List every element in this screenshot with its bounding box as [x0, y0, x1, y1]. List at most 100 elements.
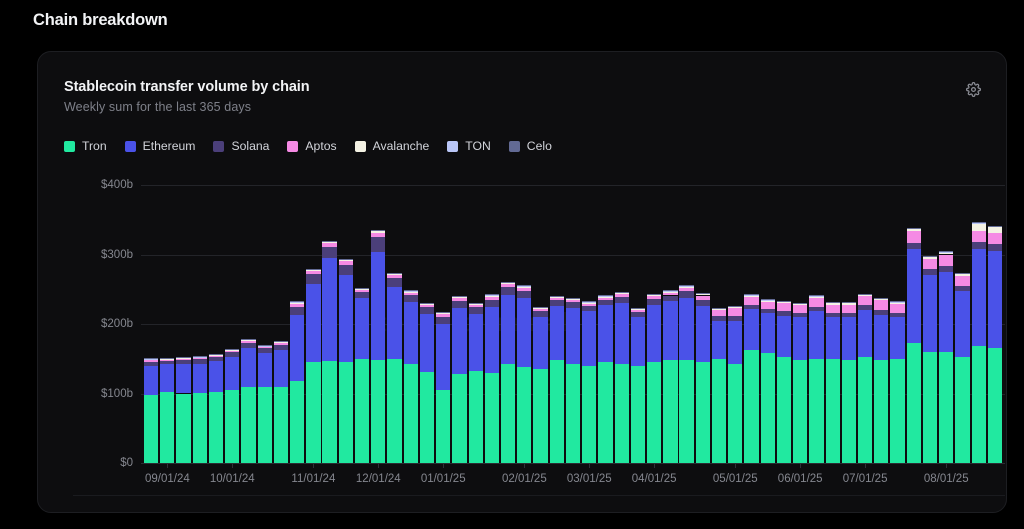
legend-swatch-icon [64, 140, 75, 152]
bar-column[interactable] [906, 52, 921, 463]
bar-segment-ethereum [273, 349, 289, 387]
bar-column[interactable] [192, 52, 207, 463]
bar-column[interactable] [663, 52, 678, 463]
legend-item-aptos[interactable]: Aptos [287, 139, 337, 153]
bar-column[interactable] [354, 52, 370, 463]
bar-column[interactable] [793, 52, 808, 463]
bar-column[interactable] [890, 52, 905, 463]
bar-column[interactable] [744, 52, 759, 463]
bar-column[interactable] [939, 52, 954, 463]
bar-segment-aptos [663, 292, 678, 296]
bar-segment-ton [728, 305, 743, 307]
bar-column[interactable] [582, 52, 597, 463]
bar-segment-avalanche [160, 358, 175, 360]
bar-column[interactable] [290, 52, 305, 463]
bar-column[interactable] [565, 52, 581, 463]
bar-column[interactable] [208, 52, 224, 463]
bar-segment-ton [809, 295, 824, 297]
gear-icon[interactable] [962, 78, 984, 100]
chart-title: Stablecoin transfer volume by chain [64, 79, 310, 95]
bar-column[interactable] [598, 52, 613, 463]
bar-column[interactable] [549, 52, 564, 463]
bar-column[interactable] [517, 52, 532, 463]
bar-segment-solana [225, 351, 240, 357]
bar-segment-aptos [744, 296, 759, 305]
bar-column[interactable] [679, 52, 694, 463]
bar-segment-ethereum [322, 257, 337, 361]
bar-segment-aptos [144, 360, 159, 362]
bar-segment-solana [533, 311, 548, 318]
bar-column[interactable] [371, 52, 386, 463]
bar-column[interactable] [273, 52, 289, 463]
legend-item-celo[interactable]: Celo [508, 139, 552, 153]
bar-segment-ton [679, 285, 694, 287]
bar-segment-tron [565, 363, 581, 463]
bar-segment-avalanche [436, 312, 451, 315]
bar-column[interactable] [630, 52, 646, 463]
bar-segment-aptos [306, 271, 321, 274]
legend-item-solana[interactable]: Solana [213, 139, 269, 153]
bar-column[interactable] [387, 52, 402, 463]
bar-column[interactable] [419, 52, 435, 463]
bar-segment-tron [614, 364, 629, 463]
bar-column[interactable] [468, 52, 483, 463]
bar-column[interactable] [825, 52, 840, 463]
legend-item-tron[interactable]: Tron [64, 139, 107, 153]
bar-segment-ton [452, 296, 467, 297]
bar-column[interactable] [241, 52, 256, 463]
bar-column[interactable] [160, 52, 175, 463]
bar-column[interactable] [857, 52, 873, 463]
bar-column[interactable] [500, 52, 516, 463]
bar-column[interactable] [809, 52, 824, 463]
bar-column[interactable] [436, 52, 451, 463]
bar-segment-solana [306, 273, 321, 284]
bar-segment-tron [582, 365, 597, 463]
bar-column[interactable] [695, 52, 710, 463]
bar-segment-aptos [257, 346, 272, 349]
bar-column[interactable] [176, 52, 191, 463]
x-axis-tick [443, 464, 445, 468]
bar-column[interactable] [322, 52, 337, 463]
bar-segment-ethereum [793, 317, 808, 361]
bar-column[interactable] [403, 52, 418, 463]
legend-item-ton[interactable]: TON [447, 139, 491, 153]
bar-column[interactable] [452, 52, 467, 463]
bar-segment-ethereum [500, 294, 516, 365]
bar-column[interactable] [987, 52, 1003, 463]
legend-label: TON [465, 139, 491, 153]
bar-column[interactable] [257, 52, 272, 463]
legend-item-ethereum[interactable]: Ethereum [124, 139, 195, 153]
bar-segment-solana [857, 305, 873, 311]
bar-column[interactable] [647, 52, 662, 463]
bar-column[interactable] [614, 52, 629, 463]
bar-column[interactable] [306, 52, 321, 463]
bar-column[interactable] [955, 52, 970, 463]
bar-segment-solana [176, 360, 191, 365]
bar-column[interactable] [760, 52, 775, 463]
bar-segment-ton [500, 282, 516, 283]
bar-column[interactable] [225, 52, 240, 463]
bar-column[interactable] [971, 52, 986, 463]
bar-segment-ethereum [582, 311, 597, 366]
bar-segment-avalanche [971, 223, 986, 231]
bar-segment-aptos [176, 358, 191, 361]
bar-column[interactable] [144, 52, 159, 463]
bar-column[interactable] [533, 52, 548, 463]
bar-segment-avalanche [338, 260, 353, 262]
bar-segment-solana [273, 344, 289, 350]
bar-segment-ton [176, 357, 191, 359]
bar-segment-avalanche [647, 294, 662, 297]
bar-segment-solana [403, 294, 418, 302]
bar-column[interactable] [922, 52, 938, 463]
bar-column[interactable] [841, 52, 856, 463]
bar-column[interactable] [874, 52, 889, 463]
bar-column[interactable] [711, 52, 727, 463]
bar-column[interactable] [484, 52, 500, 463]
bar-segment-ton [257, 345, 272, 347]
bar-column[interactable] [776, 52, 792, 463]
bar-column[interactable] [338, 52, 353, 463]
bar-column[interactable] [728, 52, 743, 463]
bar-segment-avalanche [533, 308, 548, 310]
legend-item-avalanche[interactable]: Avalanche [354, 139, 429, 153]
bar-segment-aptos [160, 359, 175, 361]
